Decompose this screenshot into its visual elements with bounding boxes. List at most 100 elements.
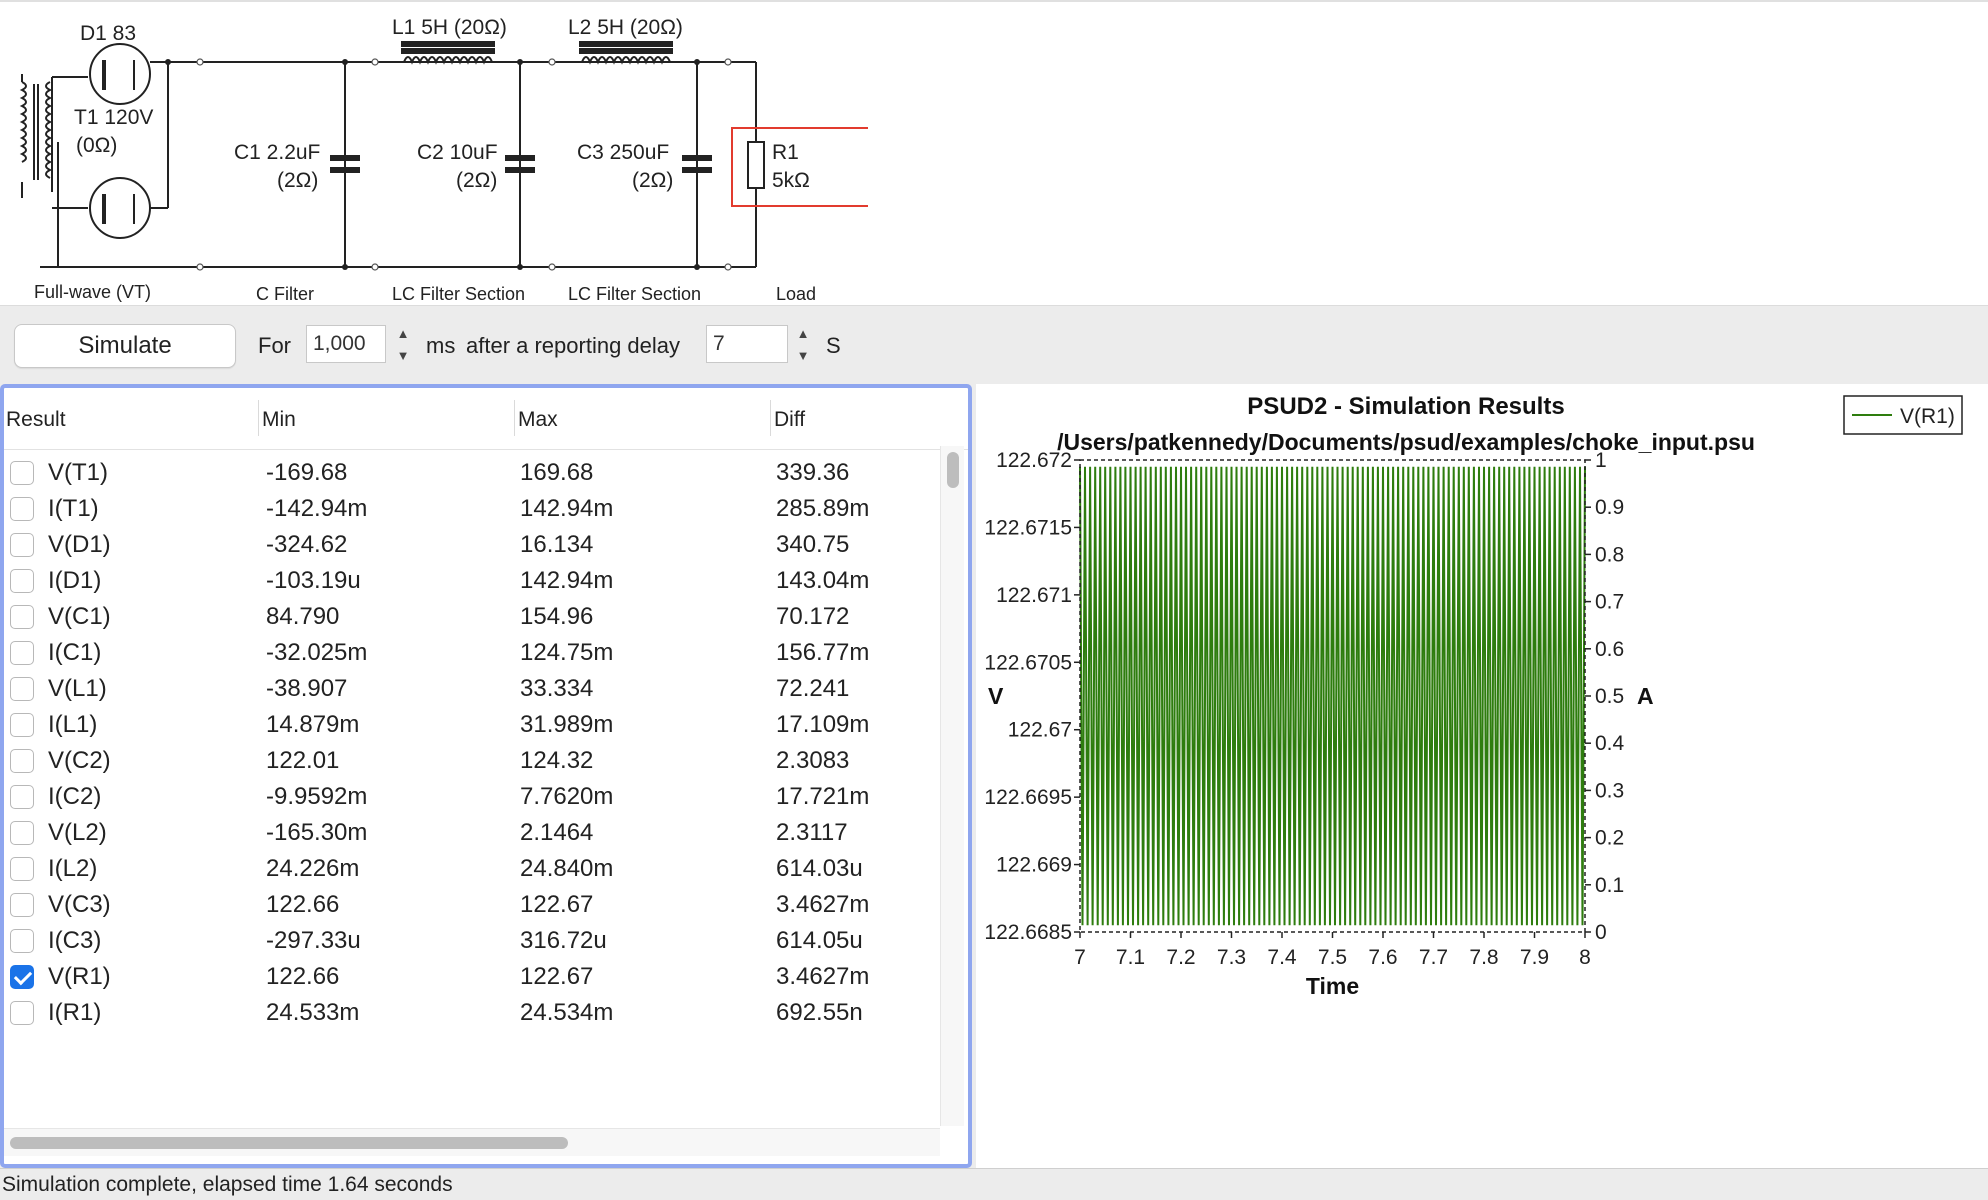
- result-min: 84.790: [266, 603, 340, 630]
- row-checkbox[interactable]: [10, 965, 34, 989]
- x-tick-label: 7.8: [1469, 946, 1498, 969]
- row-checkbox[interactable]: [10, 497, 34, 521]
- schematic-panel: D1 83 T1 120V (0Ω) L1 5H (20Ω) L2 5H (20…: [0, 0, 1988, 305]
- horizontal-scrollbar[interactable]: [4, 1128, 940, 1156]
- x-tick-label: 7.1: [1116, 946, 1145, 969]
- result-max: 24.840m: [520, 855, 614, 882]
- r1-label: R1: [772, 141, 799, 164]
- result-diff: 70.172: [776, 603, 850, 630]
- c2-impedance-label: (2Ω): [456, 169, 497, 192]
- x-tick-label: 7.7: [1419, 946, 1448, 969]
- result-max: 142.94m: [520, 567, 614, 594]
- delay-label: after a reporting delay: [466, 333, 681, 358]
- table-row[interactable]: I(C2) -9.9592m 7.7620m 17.721m: [4, 778, 934, 814]
- y2-tick-label: 0.7: [1595, 591, 1624, 614]
- result-diff: 614.05u: [776, 927, 863, 954]
- table-row[interactable]: I(C1) -32.025m 124.75m 156.77m: [4, 634, 934, 670]
- y2-tick-label: 0.9: [1595, 496, 1624, 519]
- table-row[interactable]: I(C3) -297.33u 316.72u 614.05u: [4, 922, 934, 958]
- section-label-load: Load: [776, 284, 816, 304]
- duration-field[interactable]: 1,000: [306, 325, 386, 363]
- row-checkbox[interactable]: [10, 1001, 34, 1025]
- x-tick-label: 7.2: [1166, 946, 1195, 969]
- row-checkbox[interactable]: [10, 785, 34, 809]
- y2-axis-label: A: [1637, 683, 1654, 709]
- result-min: 24.533m: [266, 999, 360, 1026]
- column-divider: [258, 400, 259, 436]
- table-header: Result Min Max Diff: [4, 388, 968, 450]
- column-divider: [770, 400, 771, 436]
- result-diff: 17.109m: [776, 711, 870, 738]
- stepper-up-icon[interactable]: ▲: [796, 326, 810, 341]
- row-checkbox[interactable]: [10, 857, 34, 881]
- row-checkbox[interactable]: [10, 569, 34, 593]
- table-row[interactable]: V(T1) -169.68 169.68 339.36: [4, 454, 934, 490]
- result-max: 316.72u: [520, 927, 607, 954]
- scroll-thumb[interactable]: [947, 452, 959, 488]
- row-checkbox[interactable]: [10, 821, 34, 845]
- section-connectors: [196, 58, 732, 271]
- y2-tick-label: 1: [1595, 449, 1607, 472]
- table-row[interactable]: V(R1) 122.66 122.67 3.4627m: [4, 958, 934, 994]
- result-name: V(L1): [48, 675, 107, 702]
- table-row[interactable]: I(T1) -142.94m 142.94m 285.89m: [4, 490, 934, 526]
- delay-stepper[interactable]: ▲ ▼: [792, 325, 814, 365]
- legend-label: V(R1): [1900, 405, 1955, 428]
- y2-tick-label: 0.6: [1595, 638, 1624, 661]
- section-label-lc1: LC Filter Section: [392, 284, 525, 304]
- vertical-scrollbar[interactable]: [940, 446, 964, 1126]
- x-tick-label: 7: [1074, 946, 1086, 969]
- delay-field[interactable]: 7: [706, 325, 788, 363]
- table-row[interactable]: V(L2) -165.30m 2.1464 2.3117: [4, 814, 934, 850]
- table-row[interactable]: V(L1) -38.907 33.334 72.241: [4, 670, 934, 706]
- stepper-down-icon[interactable]: ▼: [796, 348, 810, 363]
- y-tick-label: 122.6695: [984, 786, 1072, 809]
- result-min: -169.68: [266, 459, 348, 486]
- table-row[interactable]: I(D1) -103.19u 142.94m 143.04m: [4, 562, 934, 598]
- stepper-down-icon[interactable]: ▼: [396, 348, 410, 363]
- t1-impedance-label: (0Ω): [76, 134, 117, 157]
- row-checkbox[interactable]: [10, 929, 34, 953]
- c2-label: C2 10uF: [417, 141, 498, 164]
- table-row[interactable]: V(D1) -324.62 16.134 340.75: [4, 526, 934, 562]
- column-header-result[interactable]: Result: [6, 408, 66, 431]
- table-row[interactable]: I(L2) 24.226m 24.840m 614.03u: [4, 850, 934, 886]
- table-row[interactable]: I(R1) 24.533m 24.534m 692.55n: [4, 994, 934, 1030]
- result-name: V(L2): [48, 819, 107, 846]
- table-row[interactable]: V(C3) 122.66 122.67 3.4627m: [4, 886, 934, 922]
- duration-stepper[interactable]: ▲ ▼: [392, 325, 414, 365]
- row-checkbox[interactable]: [10, 749, 34, 773]
- y2-tick-label: 0.8: [1595, 543, 1624, 566]
- x-tick-label: 7.4: [1267, 946, 1297, 969]
- column-header-diff[interactable]: Diff: [774, 408, 806, 431]
- result-diff: 285.89m: [776, 495, 870, 522]
- result-min: -324.62: [266, 531, 348, 558]
- l2-label: L2 5H (20Ω): [568, 16, 683, 39]
- table-row[interactable]: V(C2) 122.01 124.32 2.3083: [4, 742, 934, 778]
- diode-tube-symbols: [89, 43, 151, 239]
- table-row[interactable]: I(L1) 14.879m 31.989m 17.109m: [4, 706, 934, 742]
- result-diff: 17.721m: [776, 783, 870, 810]
- section-label-cfilter: C Filter: [256, 284, 314, 304]
- row-checkbox[interactable]: [10, 893, 34, 917]
- row-checkbox[interactable]: [10, 713, 34, 737]
- row-checkbox[interactable]: [10, 461, 34, 485]
- results-table[interactable]: Result Min Max Diff V(T1) -169.68 169.68 33…: [0, 384, 972, 1168]
- result-min: 122.01: [266, 747, 340, 774]
- row-checkbox[interactable]: [10, 677, 34, 701]
- stepper-up-icon[interactable]: ▲: [396, 326, 410, 341]
- simulate-button[interactable]: Simulate: [14, 324, 236, 368]
- x-tick-label: 7.3: [1217, 946, 1246, 969]
- row-checkbox[interactable]: [10, 641, 34, 665]
- result-diff: 2.3083: [776, 747, 850, 774]
- row-checkbox[interactable]: [10, 605, 34, 629]
- result-diff: 143.04m: [776, 567, 870, 594]
- resistor-symbol: [747, 141, 765, 189]
- row-checkbox[interactable]: [10, 533, 34, 557]
- table-row[interactable]: V(C1) 84.790 154.96 70.172: [4, 598, 934, 634]
- column-header-max[interactable]: Max: [518, 408, 558, 431]
- column-header-min[interactable]: Min: [262, 408, 296, 431]
- scroll-thumb[interactable]: [10, 1137, 568, 1149]
- results-rows: V(T1) -169.68 169.68 339.36 I(T1) -142.94m 142…: [4, 454, 934, 1030]
- result-max: 7.7620m: [520, 783, 614, 810]
